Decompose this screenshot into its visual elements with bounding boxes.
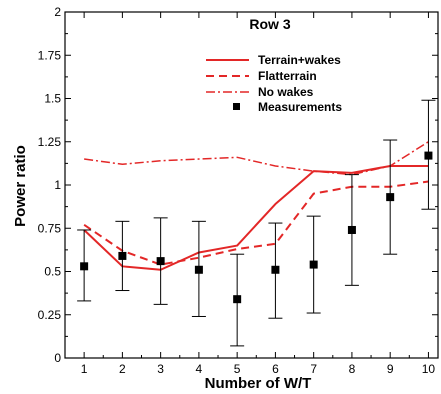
y-tick-label: 0.75: [38, 221, 62, 235]
legend-label-flat-terrain: Flatterrain: [258, 69, 317, 83]
legend-label-no-wakes: No wakes: [258, 85, 314, 99]
measurement-point: [156, 257, 165, 266]
y-axis: 0 0.25 0.5 0.75 1 1.25 1.5 1.75 2: [38, 5, 438, 365]
measurement-point: [424, 151, 433, 160]
measurement-markers: [80, 151, 433, 304]
x-tick-label: 4: [196, 362, 203, 376]
y-axis-title: Power ratio: [12, 145, 29, 227]
legend: Terrain+wakes Flatterrain No wakes Measu…: [206, 53, 342, 114]
x-tick-label: 9: [387, 362, 394, 376]
series-line-1: [83, 180, 429, 266]
y-tick-label: 1: [54, 178, 61, 192]
x-tick-label: 2: [119, 362, 126, 376]
series-line-2: [84, 141, 429, 176]
measurement-point: [118, 251, 127, 260]
y-tick-label: 1.75: [38, 48, 62, 62]
plot-frame: [64, 11, 439, 359]
measurement-point: [347, 225, 356, 234]
x-tick-label: 7: [310, 362, 317, 376]
y-tick-label: 1.5: [44, 92, 61, 106]
legend-label-measurements: Measurements: [258, 100, 342, 114]
series-lines: [83, 141, 429, 271]
measurement-point: [80, 262, 89, 271]
measurement-point: [271, 265, 280, 274]
plot-area: [64, 11, 439, 359]
measurement-point: [194, 265, 203, 274]
series-line-0: [83, 164, 429, 271]
chart-title: Row 3: [249, 16, 290, 32]
y-tick-label: 0: [54, 351, 61, 365]
y-tick-label: 0.5: [44, 265, 61, 279]
legend-swatch-measurements: [233, 103, 240, 110]
x-tick-label: 6: [272, 362, 279, 376]
y-tick-label: 1.25: [38, 135, 62, 149]
y-tick-label: 2: [54, 5, 61, 19]
x-axis: 1 2 3 4 5 6 7 8 9 10: [81, 12, 436, 376]
x-tick-label: 1: [81, 362, 88, 376]
x-tick-label: 8: [349, 362, 356, 376]
measurement-point: [309, 260, 318, 269]
x-tick-label: 5: [234, 362, 241, 376]
measurement-point: [233, 295, 242, 304]
x-tick-label: 3: [157, 362, 164, 376]
measurement-point: [386, 193, 395, 202]
x-axis-title: Number of W/T: [205, 375, 312, 392]
legend-label-terrain-wakes: Terrain+wakes: [258, 53, 341, 67]
error-bars: [77, 99, 436, 347]
y-tick-label: 0.25: [38, 308, 62, 322]
x-tick-label: 10: [422, 362, 436, 376]
